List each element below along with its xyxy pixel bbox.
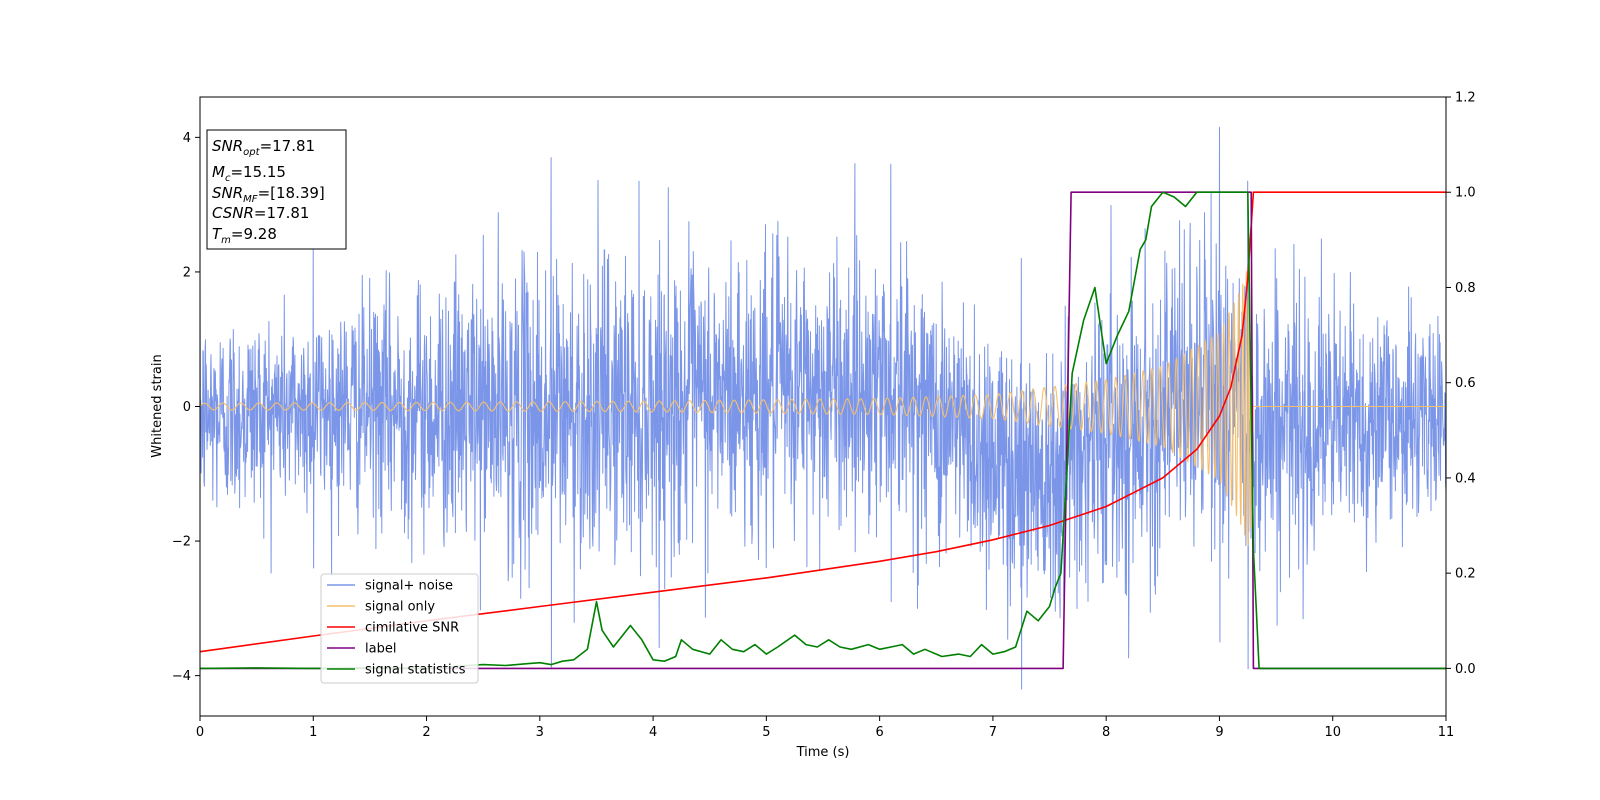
left-y-tick-label: 0 [183,400,191,415]
right-y-tick-label: 0.6 [1455,376,1476,391]
info-mc-value: =15.15 [230,163,286,181]
cumulative-snr-line [200,191,1446,653]
x-tick-label: 8 [1102,725,1110,740]
info-snr-mf-value: =[18.39] [258,184,325,202]
info-csnr-base: CSNR [212,204,254,222]
info-mc-sub: c [225,173,231,184]
signal-statistics-series [200,191,1446,670]
left-y-tick-label: 2 [183,265,191,280]
plot-area [200,126,1446,690]
x-tick-label: 5 [762,725,770,740]
left-y-tick-label: 4 [183,131,191,146]
legend: signal+ noise signal only cimilative SNR la… [320,573,479,684]
x-tick-label: 10 [1324,725,1341,740]
info-box-frame [206,129,347,250]
legend-label: signal only [365,600,435,615]
x-tick-label: 7 [989,725,997,740]
x-tick-label: 3 [536,725,544,740]
info-tm: Tm=9.28 [212,225,277,246]
info-snr-opt-value: =17.81 [260,137,316,155]
info-csnr: CSNR=17.81 [212,204,309,222]
legend-label: label [365,642,396,657]
right-y-axis-ticks: 0.0 0.2 0.4 0.6 0.8 1.0 1.2 [1446,91,1476,677]
info-csnr-value: =17.81 [254,204,310,222]
right-y-tick-label: 1.0 [1455,186,1476,201]
left-y-axis-ticks: −4 −2 0 2 4 [172,131,200,684]
info-snr-opt-sub: opt [243,147,260,158]
signal-noise-line [200,126,1446,690]
left-y-tick-label: −2 [172,535,191,550]
legend-frame [320,573,479,684]
signal-only-line [200,261,1446,547]
right-y-tick-label: 0.4 [1455,471,1476,486]
legend-label: cimilative SNR [365,621,459,636]
left-y-tick-label: −4 [172,669,191,684]
info-snr-opt-base: SNR [212,137,243,155]
right-y-tick-label: 0.2 [1455,567,1476,582]
legend-label: signal+ noise [365,579,453,594]
info-snr-mf-base: SNR [212,184,243,202]
x-axis-ticks: 0 1 2 3 4 5 6 7 8 9 10 11 [196,716,1454,740]
info-mc: Mc=15.15 [212,163,286,184]
signal-noise-series [200,126,1446,690]
x-tick-label: 11 [1438,725,1455,740]
y-axis-label: Whitened strain [150,354,165,457]
legend-label: signal statistics [365,663,466,678]
info-box: SNRopt=17.81 Mc=15.15 SNRMF=[18.39] CSNR… [206,129,347,250]
info-tm-sub: m [221,235,231,246]
x-tick-label: 4 [649,725,657,740]
info-snr-mf-sub: MF [243,194,258,205]
cumulative-snr-series [200,191,1446,653]
info-mc-base: M [212,163,225,181]
info-tm-base: T [212,225,223,243]
x-tick-label: 2 [422,725,430,740]
x-tick-label: 6 [875,725,883,740]
x-tick-label: 9 [1215,725,1223,740]
x-tick-label: 0 [196,725,204,740]
signal-statistics-line [200,191,1446,670]
x-tick-label: 1 [309,725,317,740]
signal-only-series [200,261,1446,547]
info-snr-opt: SNRopt=17.81 [212,137,315,158]
info-tm-value: =9.28 [231,225,277,243]
right-y-tick-label: 1.2 [1455,91,1476,106]
info-snr-mf: SNRMF=[18.39] [212,184,325,205]
right-y-tick-label: 0.0 [1455,662,1476,677]
right-y-tick-label: 0.8 [1455,281,1476,296]
x-axis-label: Time (s) [796,745,850,760]
